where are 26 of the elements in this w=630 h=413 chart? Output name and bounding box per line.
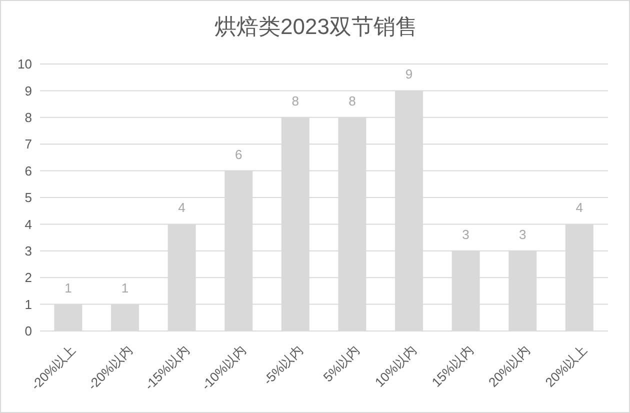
chart-title: 烘焙类2023双节销售 [214,13,418,41]
y-tick-label: 3 [24,244,32,259]
y-tick-label: 2 [24,270,32,286]
y-tick-label: 1 [24,296,32,312]
data-label: 4 [576,200,584,216]
data-label: 8 [348,93,356,108]
y-tick-label: 10 [18,56,32,72]
data-label: 4 [178,200,186,216]
x-tick-label: -5%以内 [260,342,306,388]
data-label: 6 [234,146,242,162]
y-tick-label: 0 [24,324,32,339]
y-tick-label: 7 [24,136,32,152]
data-label: 1 [121,280,129,296]
data-label: 3 [518,226,526,242]
y-tick-label: 6 [24,163,32,178]
data-label: 3 [462,226,470,242]
x-tick-label: 10%以内 [372,342,420,390]
x-tick-label: 15%以内 [428,342,476,390]
y-tick-label: 4 [24,216,32,232]
data-label: 1 [64,280,72,296]
data-label: 9 [405,66,413,82]
y-tick-label: 8 [24,110,32,126]
y-tick-label: 9 [24,83,32,98]
y-tick-label: 5 [24,190,32,206]
data-label: 8 [292,93,300,108]
x-tick-label: 5%以内 [320,342,363,385]
